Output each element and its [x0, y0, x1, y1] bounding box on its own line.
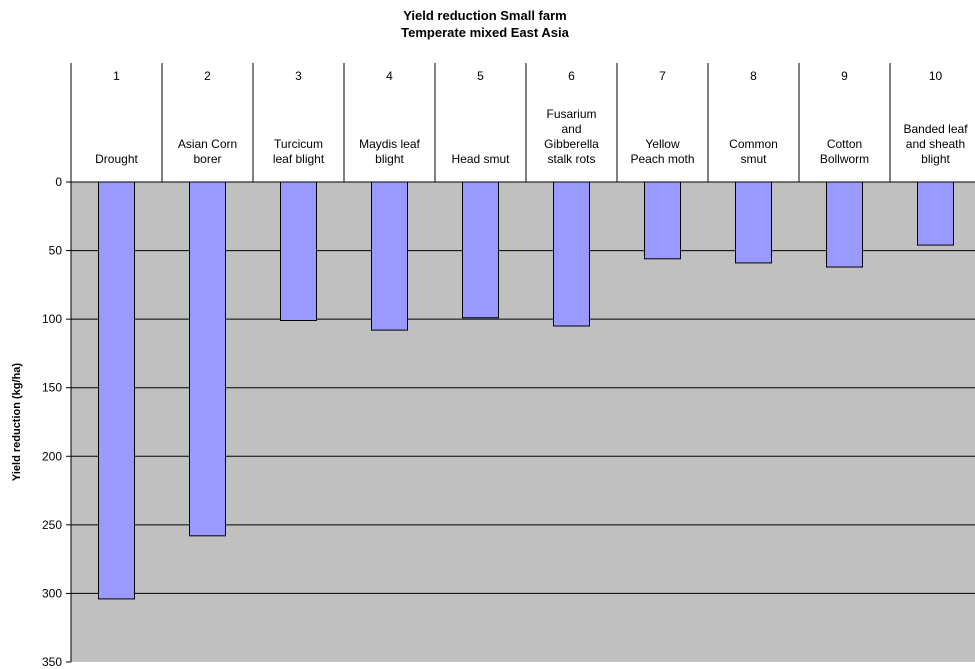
- category-label: Yellow: [645, 137, 680, 151]
- category-label: Gibberella: [544, 137, 599, 151]
- category-label: borer: [193, 152, 221, 166]
- category-label: Cotton: [827, 137, 862, 151]
- y-tick-label: 300: [42, 586, 62, 600]
- category-label: Head smut: [451, 152, 510, 166]
- bar: [735, 181, 772, 264]
- category-number: 6: [568, 69, 575, 83]
- category-number: 8: [750, 69, 757, 83]
- category-label: Common: [729, 137, 778, 151]
- category-label: Drought: [95, 152, 138, 166]
- bar: [553, 181, 590, 327]
- category-label: blight: [921, 152, 950, 166]
- bar: [826, 181, 863, 268]
- y-tick-label: 250: [42, 518, 62, 532]
- category-number: 10: [929, 69, 943, 83]
- bar: [462, 181, 499, 319]
- category-label: Fusarium: [546, 107, 596, 121]
- bar: [917, 181, 954, 246]
- category-label: Turcicum: [274, 137, 323, 151]
- category-label: leaf blight: [273, 152, 325, 166]
- category-label: blight: [375, 152, 404, 166]
- y-tick-label: 200: [42, 449, 62, 463]
- category-label: and sheath: [906, 137, 965, 151]
- category-label: stalk rots: [547, 152, 595, 166]
- category-label: Asian Corn: [178, 137, 237, 151]
- y-tick-label: 100: [42, 312, 62, 326]
- bar: [189, 181, 226, 537]
- y-tick-label: 50: [49, 244, 63, 258]
- category-number: 4: [386, 69, 393, 83]
- category-number: 2: [204, 69, 211, 83]
- category-label: smut: [740, 152, 767, 166]
- y-axis-label: Yield reduction (kg/ha): [11, 363, 23, 481]
- category-label: Bollworm: [820, 152, 869, 166]
- category-number: 1: [113, 69, 120, 83]
- category-label: Maydis leaf: [359, 137, 420, 151]
- chart-title-line: Temperate mixed East Asia: [401, 25, 569, 40]
- bar: [371, 181, 408, 331]
- bar: [280, 181, 317, 322]
- bar: [644, 181, 681, 260]
- category-label: Banded leaf: [903, 122, 968, 136]
- category-label: Peach moth: [630, 152, 694, 166]
- chart-title-line: Yield reduction Small farm: [403, 8, 567, 23]
- category-number: 5: [477, 69, 484, 83]
- y-tick-label: 0: [55, 175, 62, 189]
- bar: [98, 181, 135, 600]
- y-tick-label: 150: [42, 381, 62, 395]
- category-number: 7: [659, 69, 666, 83]
- category-number: 9: [841, 69, 848, 83]
- y-tick-label: 350: [42, 655, 62, 669]
- category-number: 3: [295, 69, 302, 83]
- category-label: and: [561, 122, 581, 136]
